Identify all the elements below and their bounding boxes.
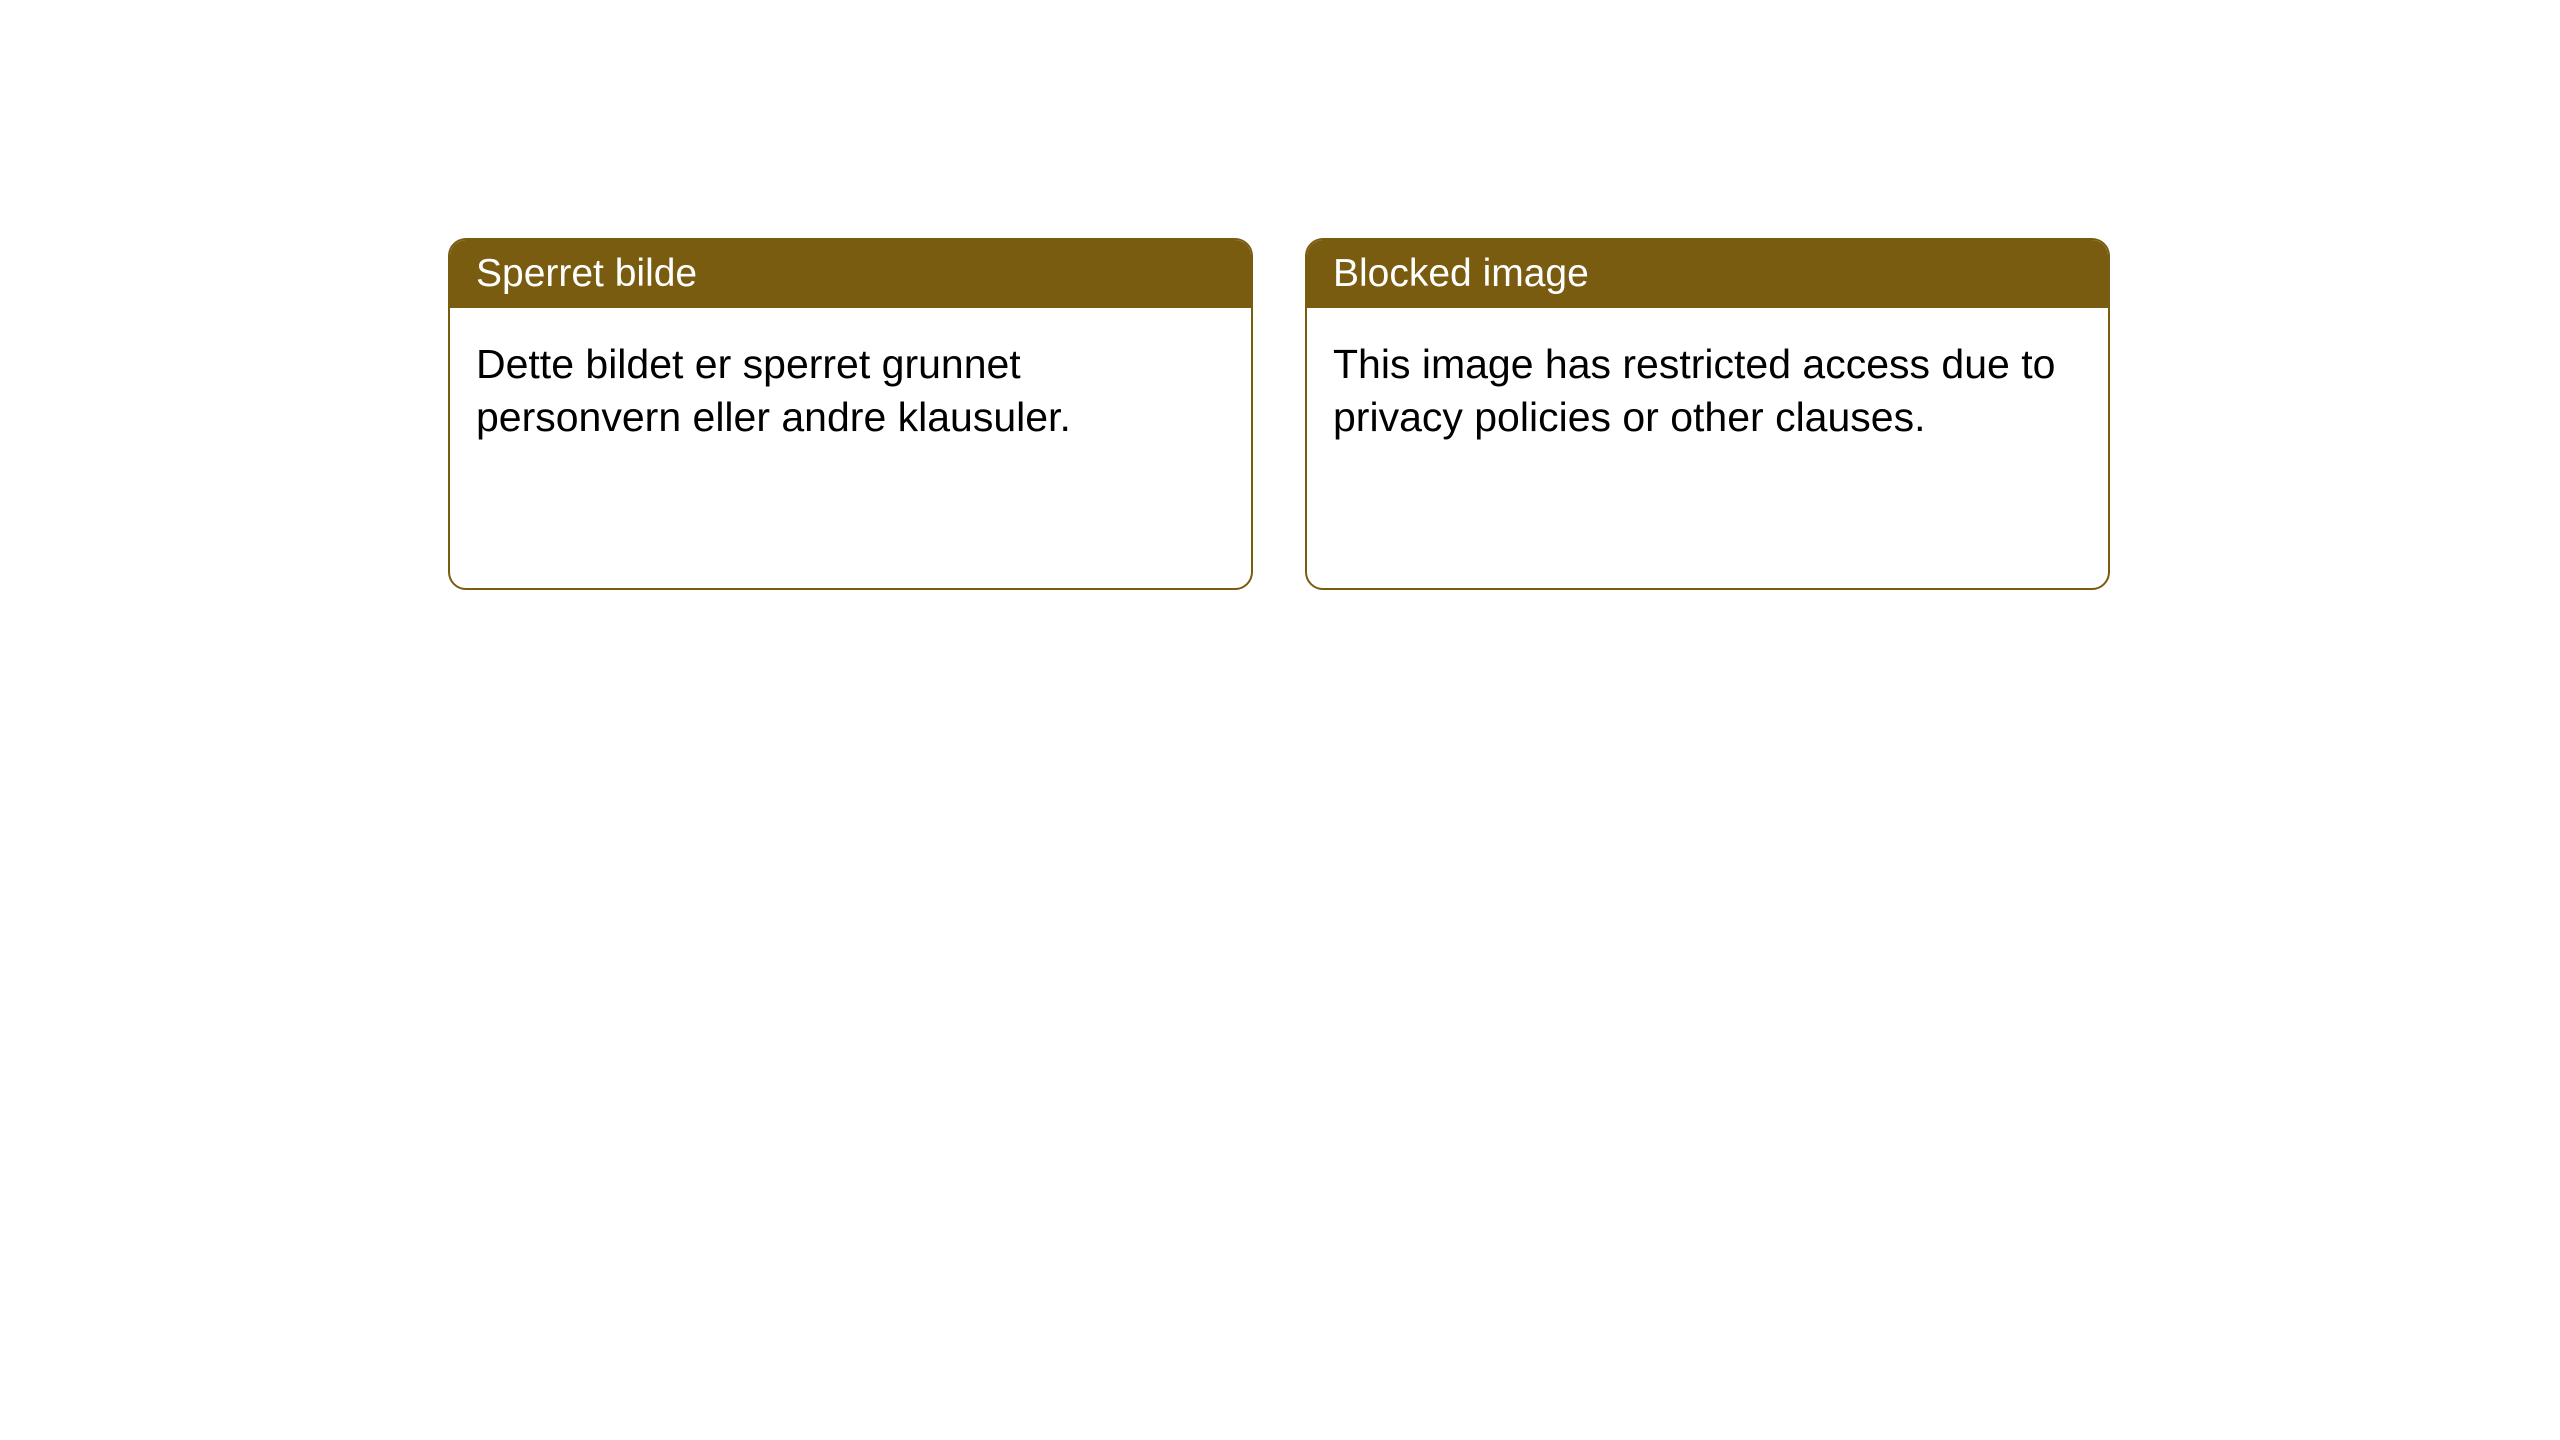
- card-text-english: This image has restricted access due to …: [1333, 341, 2055, 440]
- card-text-norwegian: Dette bildet er sperret grunnet personve…: [476, 341, 1071, 440]
- card-norwegian: Sperret bilde Dette bildet er sperret gr…: [448, 238, 1253, 590]
- card-body-norwegian: Dette bildet er sperret grunnet personve…: [450, 308, 1251, 588]
- card-title-english: Blocked image: [1333, 252, 1589, 295]
- card-header-english: Blocked image: [1307, 240, 2108, 308]
- card-body-english: This image has restricted access due to …: [1307, 308, 2108, 588]
- cards-container: Sperret bilde Dette bildet er sperret gr…: [0, 0, 2560, 590]
- card-title-norwegian: Sperret bilde: [476, 252, 697, 295]
- card-header-norwegian: Sperret bilde: [450, 240, 1251, 308]
- card-english: Blocked image This image has restricted …: [1305, 238, 2110, 590]
